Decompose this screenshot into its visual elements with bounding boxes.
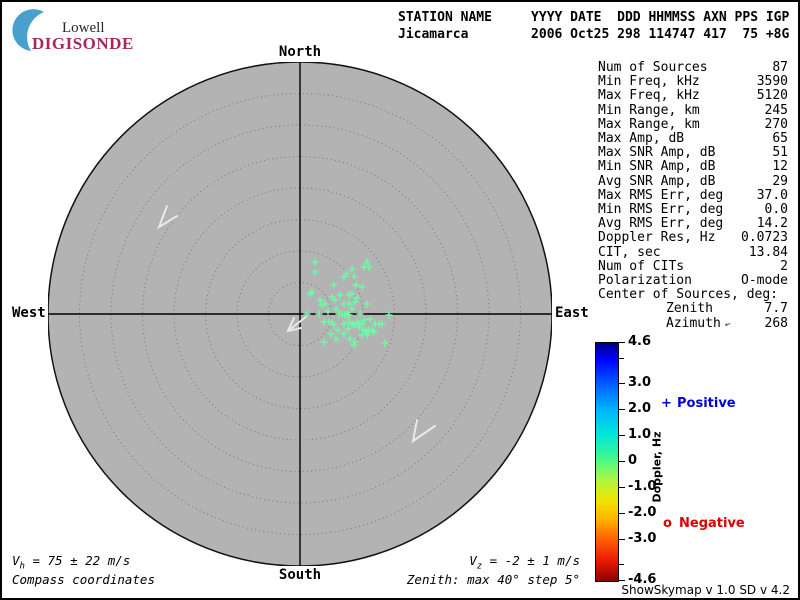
stats-row: Zenith 7.7 — [666, 301, 788, 317]
software-version: ShowSkymap v 1.0 SD v 4.2 — [621, 583, 790, 597]
colorbar-major-tick — [619, 383, 625, 385]
stats-row: Max SNR Amp, dB 51 — [598, 145, 788, 161]
stats-row: Num of Sources 87 — [598, 60, 788, 75]
stats-row: Min Range, km 245 — [598, 102, 788, 118]
legend-negative: o Negative — [663, 516, 745, 531]
doppler-colorbar — [595, 342, 619, 582]
circle-marker-icon: o — [663, 516, 672, 531]
stats-row: Num of CITs 2 — [598, 258, 788, 274]
colorbar-tick-label: 3.0 — [628, 375, 652, 391]
colorbar-tick-label: -3.0 — [628, 530, 657, 546]
compass-label-west: West — [12, 305, 46, 321]
legend-positive: + Positive — [661, 396, 736, 411]
stats-row: CIT, sec 13.84 — [598, 244, 788, 260]
colorbar-tick-label: -4.6 — [628, 571, 657, 587]
plus-marker-icon: + — [661, 396, 672, 411]
stats-row: Min SNR Amp, dB 12 — [598, 159, 788, 175]
legend-negative-label: Negative — [679, 516, 745, 531]
stats-row: Min RMS Err, deg 0.0 — [598, 202, 788, 218]
colorbar-minor-tick — [619, 357, 624, 359]
vertical-velocity-value: Vz = -2 ± 1 m/s — [469, 553, 580, 572]
colorbar-major-tick — [619, 435, 625, 437]
colorbar-major-tick — [619, 409, 625, 411]
colorbar-tick-label: 2.0 — [628, 401, 652, 417]
horizontal-velocity-value: Vh = 75 ± 22 m/s — [12, 553, 131, 572]
colorbar-tick-label: 4.6 — [628, 333, 652, 349]
logo-lowell-text: Lowell — [62, 20, 105, 36]
colorbar-tick-label: -2.0 — [628, 504, 657, 520]
compass-label-south: South — [278, 567, 322, 583]
skymap-plot — [48, 62, 552, 566]
colorbar-ticks: 4.6 3.0 2.0 1.0 0 -1.0 -2.0 -3.0 -4.6 — [619, 334, 679, 587]
compass-label-north: North — [278, 44, 322, 60]
colorbar-major-tick — [619, 538, 625, 540]
stats-row: Polarization O-mode — [598, 273, 788, 289]
stats-row: Avg SNR Amp, dB 29 — [598, 173, 788, 189]
colorbar-major-tick — [619, 512, 625, 514]
legend-positive-label: Positive — [677, 396, 736, 411]
coordinate-system-label: Compass coordinates — [12, 572, 155, 587]
colorbar-tick-label: 0 — [628, 452, 638, 468]
stats-row: Avg RMS Err, deg 14.2 — [598, 216, 788, 232]
stats-row: Max Freq, kHz 5120 — [598, 88, 788, 104]
statistics-panel: Num of Sources 87 Min Freq, kHz 3590 Max Fre… — [598, 60, 788, 332]
colorbar-axis-title: Doppler, Hz — [650, 431, 664, 503]
colorbar-minor-tick — [619, 564, 624, 566]
colorbar-major-tick — [619, 461, 625, 462]
compass-label-east: East — [555, 305, 589, 321]
station-header: STATION NAME YYYY DATE DDD HHMMSS AXN PP… — [398, 10, 790, 42]
stats-row: Max Range, km 270 — [598, 116, 788, 132]
colorbar-major-tick — [619, 342, 625, 343]
azimuth-direction-arrow-icon: ← — [723, 318, 733, 331]
colorbar-major-tick — [619, 486, 625, 488]
logo-digisonde-text: DIGISONDE — [32, 34, 134, 53]
stats-row: Max Amp, dB 65 — [598, 131, 788, 147]
stats-row: Azimuth ← 268 — [666, 315, 788, 331]
colorbar-tick-label: -1.0 — [628, 478, 657, 494]
crescent-icon — [12, 9, 44, 51]
lowell-digisonde-logo: Lowell DIGISONDE — [10, 8, 160, 53]
colorbar-tick-label: 1.0 — [628, 427, 652, 443]
stats-row: Max RMS Err, deg 37.0 — [598, 187, 788, 203]
stats-row: Doppler Res, Hz 0.0723 — [598, 230, 788, 246]
stats-row: Min Freq, kHz 3590 — [598, 74, 788, 90]
stats-row: Center of Sources, deg: — [598, 287, 779, 303]
zenith-scale-note: Zenith: max 40° step 5° — [406, 572, 580, 587]
colorbar-major-tick — [619, 580, 625, 581]
